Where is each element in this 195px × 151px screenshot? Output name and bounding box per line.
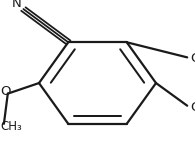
Text: Cl: Cl (190, 52, 195, 65)
Text: Cl: Cl (190, 101, 195, 114)
Text: O: O (0, 85, 11, 98)
Text: N: N (12, 0, 21, 10)
Text: CH₃: CH₃ (0, 120, 22, 133)
